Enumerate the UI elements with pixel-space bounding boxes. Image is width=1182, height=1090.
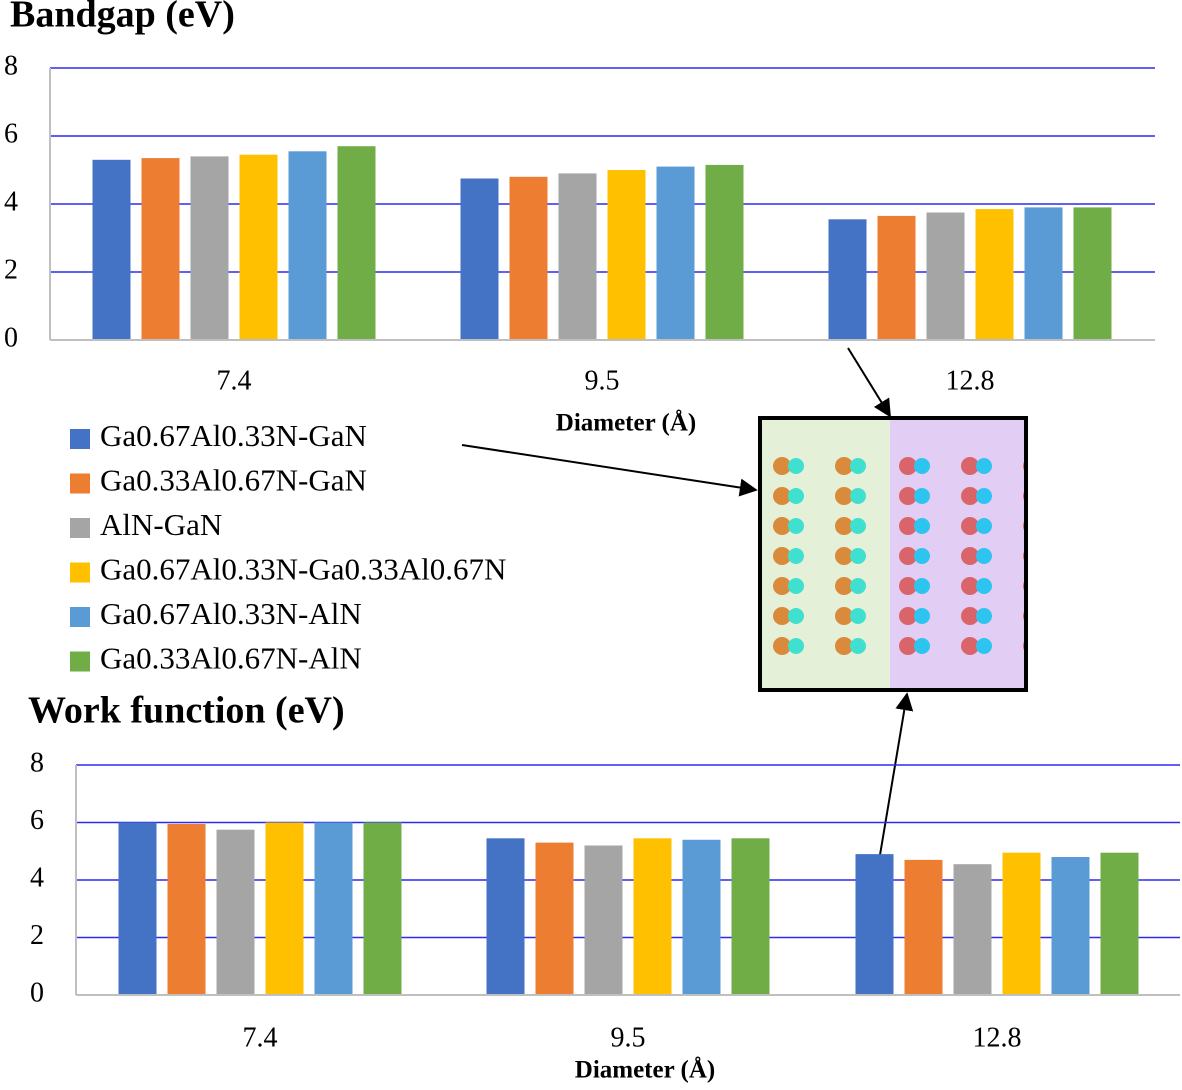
- bar: [975, 209, 1014, 340]
- legend-label: Ga0.33Al0.67N-GaN: [100, 463, 367, 498]
- bar: [337, 146, 376, 340]
- x-tick-label: 7.4: [217, 365, 252, 396]
- y-tick-label: 2: [4, 254, 18, 285]
- bar: [460, 178, 499, 340]
- structure-inset: [758, 416, 1028, 692]
- legend-label: AlN-GaN: [100, 507, 222, 542]
- legend-swatch: [70, 607, 90, 627]
- legend-swatch: [70, 651, 90, 672]
- y-tick-label: 6: [30, 805, 44, 836]
- bar: [705, 164, 744, 340]
- bar: [828, 219, 867, 340]
- bar: [855, 854, 894, 995]
- bar: [265, 822, 304, 995]
- legend-swatch: [70, 473, 90, 494]
- x-tick-label: 12.8: [973, 1022, 1022, 1053]
- bar: [486, 838, 525, 995]
- y-tick-label: 8: [4, 50, 18, 81]
- y-tick-label: 2: [30, 920, 44, 951]
- legend-swatch: [70, 429, 90, 449]
- chart-title: Bandgap (eV): [10, 0, 235, 36]
- bar: [1100, 852, 1139, 995]
- bar: [190, 156, 229, 340]
- x-tick-label: 7.4: [243, 1022, 278, 1053]
- legend-swatch: [70, 562, 90, 583]
- bar: [953, 864, 992, 995]
- bar: [904, 859, 943, 995]
- bar: [607, 170, 646, 340]
- x-axis-label: Diameter (Å): [575, 1056, 715, 1084]
- legend-label: Ga0.67Al0.33N-GaN: [100, 418, 367, 453]
- bar: [877, 215, 916, 340]
- legend-label: Ga0.67Al0.33N-AlN: [100, 596, 362, 631]
- arrow: [879, 692, 914, 856]
- bar: [509, 176, 548, 340]
- bar: [1024, 207, 1063, 340]
- bar: [141, 158, 180, 340]
- chart-title: Work function (eV): [28, 690, 345, 732]
- bar: [535, 842, 574, 995]
- bar: [558, 173, 597, 340]
- bar: [239, 154, 278, 340]
- bar: [1073, 207, 1112, 340]
- bar: [363, 822, 402, 995]
- bar: [118, 822, 157, 995]
- bar: [656, 166, 695, 340]
- bar: [1002, 852, 1041, 995]
- bar: [1051, 857, 1090, 995]
- y-tick-label: 8: [30, 747, 44, 778]
- bar: [314, 822, 353, 995]
- bar: [167, 823, 206, 995]
- x-tick-label: 9.5: [611, 1022, 646, 1053]
- bar: [633, 838, 672, 995]
- bar: [288, 151, 327, 340]
- x-axis-label: Diameter (Å): [556, 409, 696, 437]
- x-tick-label: 9.5: [585, 365, 620, 396]
- legend-label: Ga0.33Al0.67N-AlN: [100, 641, 362, 676]
- x-tick-label: 12.8: [946, 365, 995, 396]
- y-tick-label: 4: [30, 862, 44, 893]
- bar: [731, 838, 770, 995]
- bar: [92, 159, 131, 340]
- bar: [926, 212, 965, 340]
- bar: [682, 839, 721, 995]
- legend-label: Ga0.67Al0.33N-Ga0.33Al0.67N: [100, 552, 506, 587]
- y-tick-label: 0: [30, 977, 44, 1008]
- y-tick-label: 0: [4, 322, 18, 353]
- arrow: [461, 444, 758, 497]
- y-tick-label: 6: [4, 118, 18, 149]
- legend-swatch: [70, 518, 90, 538]
- arrow: [847, 347, 891, 418]
- bar: [216, 829, 255, 995]
- y-tick-label: 4: [4, 186, 18, 217]
- bar: [584, 845, 623, 995]
